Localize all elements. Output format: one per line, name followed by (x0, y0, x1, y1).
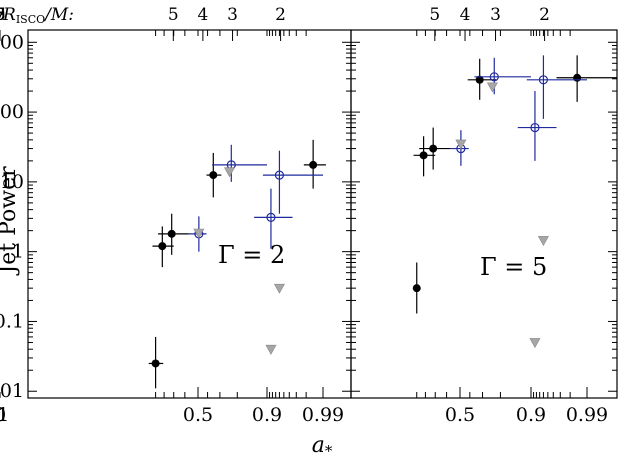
x-tick-label: -1 (0, 404, 9, 426)
triangle-point (486, 82, 498, 93)
left-plot-area (0, 30, 351, 398)
filled-circle-point (209, 171, 218, 180)
left-plot-clipped-content (148, 139, 326, 389)
right-panel-frame (350, 29, 618, 399)
filled-circle-point (158, 242, 167, 251)
filled-circle-point (573, 73, 582, 82)
top-tick-label: 3 (227, 5, 238, 25)
x-tick-label: 0.9 (252, 404, 282, 426)
filled-circle-point (419, 151, 428, 160)
top-tick-label: 6 (0, 5, 5, 25)
x-tick-label: -1 (0, 404, 9, 426)
top-tick-label: 2 (539, 5, 550, 25)
triangle-point (537, 236, 549, 247)
triangle-point (265, 344, 277, 355)
y-tick-label: 100 (0, 101, 24, 123)
filled-circle-point (151, 359, 160, 368)
open-circle-point (489, 72, 499, 82)
x-tick-label: 0.99 (302, 404, 344, 426)
top-axis-label-suffix: /M: (43, 5, 74, 25)
x-tick-label: 0.99 (566, 404, 608, 426)
top-tick-label: 3 (490, 5, 501, 25)
x-tick-label: 0.5 (445, 404, 475, 426)
top-tick-label: 9 (0, 5, 5, 25)
filled-circle-point (309, 160, 318, 169)
x-axis-title: a* (312, 433, 333, 460)
triangle-point (529, 338, 541, 349)
triangle-point (193, 228, 205, 239)
x-tick-label: 0.9 (516, 404, 546, 426)
top-tick-label: 4 (197, 5, 208, 25)
left-panel-frame (27, 29, 352, 399)
top-tick-label: 2 (275, 5, 286, 25)
filled-circle-point (167, 229, 176, 238)
top-tick-label: 5 (429, 5, 440, 25)
x-tick-label: 0 (0, 404, 6, 426)
filled-circle-point (429, 144, 438, 153)
top-axis-label: RISCO/M: (2, 5, 74, 26)
top-axis-label-sub: ISCO (16, 13, 45, 26)
y-tick-label: 0.01 (0, 380, 24, 402)
top-tick-label: 8 (0, 5, 5, 25)
y-tick-label: 1 (12, 241, 24, 263)
top-tick-label: 5 (168, 5, 179, 25)
y-tick-label: 10 (0, 171, 24, 193)
triangle-point (273, 283, 285, 294)
top-tick-label: 6 (0, 5, 5, 25)
right-plot-area (0, 30, 617, 398)
triangle-point (223, 167, 235, 178)
right-plot-clipped-content (412, 55, 617, 349)
filled-circle-point (412, 284, 421, 293)
x-tick-label: 0.5 (183, 404, 213, 426)
x-axis-title-subscript: * (325, 442, 333, 460)
left-gamma-annotation: Γ = 2 (218, 241, 285, 269)
top-axis-label-r: R (2, 5, 16, 25)
right-gamma-annotation: Γ = 5 (480, 253, 547, 281)
filled-circle-point (475, 75, 484, 84)
y-axis-title: Jet Power (0, 166, 21, 276)
x-axis-title-main: a (312, 433, 325, 458)
y-tick-label: 0.1 (0, 310, 24, 332)
open-circle-point (274, 170, 285, 180)
open-circle-point (266, 212, 276, 222)
open-circle-point (530, 122, 540, 133)
top-tick-label: 7 (0, 5, 5, 25)
open-circle-point (538, 75, 549, 85)
triangle-point (455, 139, 467, 150)
top-tick-label: 4 (460, 5, 471, 25)
x-tick-label: 0 (0, 404, 6, 426)
